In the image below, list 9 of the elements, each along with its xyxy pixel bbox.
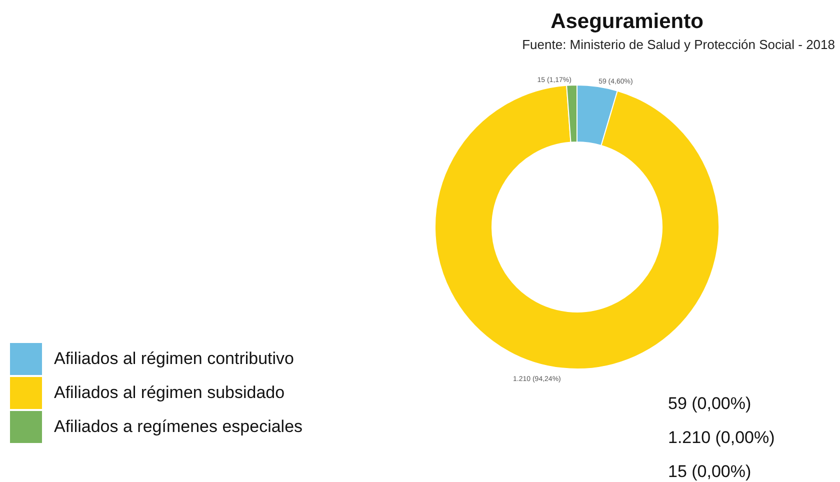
chart-subtitle: Fuente: Ministerio de Salud y Protección Social - 2018 xyxy=(522,37,835,52)
legend-label: Afiliados al régimen contributivo xyxy=(54,349,294,368)
legend-label: Afiliados a regímenes especiales xyxy=(54,417,303,436)
chart-title: Aseguramiento xyxy=(550,10,704,33)
text: 1.210 (0,00%) xyxy=(668,428,775,447)
text: 59 (0,00%) xyxy=(668,394,752,413)
donut-slice xyxy=(434,84,720,370)
legend-label: Afiliados al régimen subsidado xyxy=(54,383,285,402)
text: 15 (0,00%) xyxy=(668,462,752,481)
